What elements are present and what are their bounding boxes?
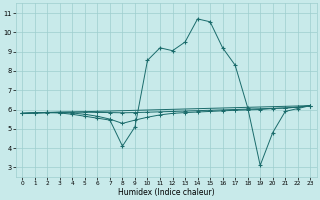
X-axis label: Humidex (Indice chaleur): Humidex (Indice chaleur) <box>118 188 215 197</box>
